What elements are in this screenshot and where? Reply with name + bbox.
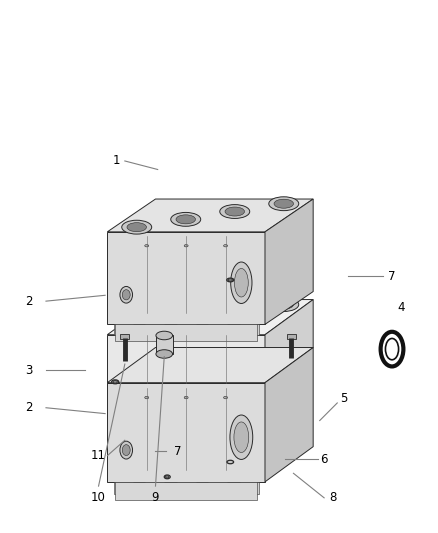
Text: 7: 7 [388,270,396,282]
Ellipse shape [269,297,299,311]
Polygon shape [240,325,259,335]
Polygon shape [145,325,164,335]
Ellipse shape [156,350,173,358]
Polygon shape [107,335,265,383]
Polygon shape [208,325,227,335]
Text: 5: 5 [340,392,347,405]
Polygon shape [107,348,313,383]
Text: 10: 10 [91,491,106,504]
Ellipse shape [127,223,146,232]
Ellipse shape [234,269,248,297]
Text: 4: 4 [397,301,405,314]
Ellipse shape [274,199,293,208]
Polygon shape [107,383,265,482]
Ellipse shape [171,213,201,227]
Bar [120,334,129,340]
Ellipse shape [234,422,249,453]
Polygon shape [115,325,257,341]
Ellipse shape [225,207,244,216]
Text: 11: 11 [91,449,106,462]
Ellipse shape [227,278,234,282]
Polygon shape [208,482,227,494]
Ellipse shape [223,397,228,399]
Ellipse shape [122,323,152,337]
Ellipse shape [220,306,250,320]
Polygon shape [240,482,259,494]
Text: 9: 9 [152,491,159,504]
Ellipse shape [269,197,299,211]
Text: 3: 3 [25,364,32,377]
Polygon shape [177,482,196,494]
Ellipse shape [127,325,146,334]
Ellipse shape [280,308,284,310]
Ellipse shape [112,380,119,384]
Polygon shape [265,300,313,383]
Ellipse shape [171,314,201,328]
Text: 2: 2 [25,295,32,308]
Ellipse shape [184,397,188,399]
Polygon shape [265,348,313,482]
Ellipse shape [122,290,130,300]
Ellipse shape [120,286,133,303]
Polygon shape [113,325,133,335]
Bar [287,334,296,340]
Ellipse shape [164,475,170,479]
Polygon shape [113,482,133,494]
Polygon shape [177,325,196,335]
Ellipse shape [225,309,244,318]
Ellipse shape [227,461,233,464]
Text: 1: 1 [112,155,120,167]
Text: 6: 6 [320,453,328,466]
Ellipse shape [121,335,126,337]
Ellipse shape [230,415,253,459]
Ellipse shape [274,300,293,309]
Bar [156,335,173,354]
Ellipse shape [176,317,195,326]
Ellipse shape [228,279,233,281]
Polygon shape [265,199,313,325]
Ellipse shape [184,245,188,247]
Ellipse shape [220,205,250,219]
Polygon shape [107,300,313,335]
Ellipse shape [240,315,245,317]
Polygon shape [115,482,257,499]
Text: 2: 2 [25,401,32,414]
Ellipse shape [231,262,252,303]
Ellipse shape [120,441,133,459]
Ellipse shape [223,245,228,247]
Ellipse shape [113,381,117,383]
Ellipse shape [176,215,195,224]
Text: 7: 7 [173,445,181,458]
Ellipse shape [201,321,205,324]
Ellipse shape [166,476,169,478]
Ellipse shape [385,338,399,360]
Ellipse shape [122,445,130,456]
Polygon shape [145,482,164,494]
Ellipse shape [122,220,152,234]
Text: 8: 8 [329,491,336,504]
Ellipse shape [145,397,149,399]
Ellipse shape [161,328,166,330]
Ellipse shape [156,331,173,340]
Ellipse shape [145,245,149,247]
Polygon shape [107,232,265,325]
Polygon shape [107,199,313,232]
